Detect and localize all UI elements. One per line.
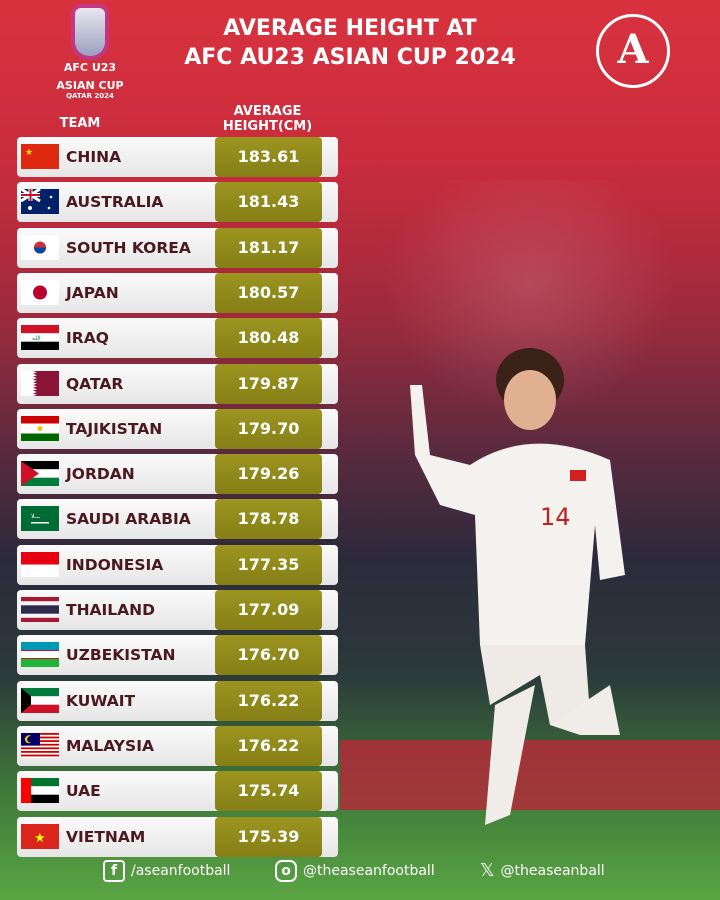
team-name: SOUTH KOREA [66,238,191,257]
average-height-value: 177.09 [215,590,322,630]
svg-text:الله: الله [32,335,41,342]
table-row: SOUTH KOREA 181.17 [17,227,338,268]
average-height-value: 175.74 [215,771,322,812]
average-height-value: 178.78 [215,499,322,540]
average-height-value: 176.22 [215,680,322,721]
average-height-value: 180.48 [215,318,322,359]
team-name: MALAYSIA [66,736,154,755]
table-row: KUWAIT 176.22 [17,680,338,721]
flag-kw-icon [21,687,59,713]
table-row: ـــلا SAUDI ARABIA 178.78 [17,499,338,540]
team-name: THAILAND [66,601,156,619]
table-row: الله IRAQ 180.48 [17,318,338,359]
table-row: THAILAND 177.09 [17,590,338,630]
team-name: JAPAN [66,283,119,302]
flag-cn-icon: ★ [21,144,59,169]
flag-id-icon [21,551,59,577]
facebook-link[interactable]: f /aseanfootball [103,860,230,882]
table-row: JORDAN 179.26 [17,454,338,495]
team-name: CHINA [66,148,122,166]
team-name: UZBEKISTAN [66,646,176,665]
team-name: QATAR [66,374,124,393]
table-row: AUSTRALIA 181.43 [17,182,338,223]
average-height-value: 176.22 [215,725,322,766]
table-row: ★ CHINA 183.61 [17,137,338,177]
flag-ae-icon [21,778,59,804]
table-row: TAJIKISTAN 179.70 [17,408,338,449]
height-header: AVERAGE HEIGHT(CM) [222,104,313,134]
team-name: AUSTRALIA [66,193,164,212]
svg-text:★: ★ [34,831,46,846]
flag-au-icon [21,189,59,215]
x-link[interactable]: 𝕏 @theaseanball [480,860,605,881]
team-name: IRAQ [66,329,109,348]
flag-qa-icon [21,370,59,396]
flag-iq-icon: الله [21,325,59,351]
x-icon: 𝕏 [480,860,495,881]
flag-tj-icon [21,415,59,441]
team-header: TEAM [59,116,101,131]
svg-text:★: ★ [25,148,33,158]
shirt-number: 14 [540,503,571,531]
table-row: ★ VIETNAM 175.39 [17,816,338,857]
table-row: INDONESIA 177.35 [17,544,338,585]
average-height-value: 177.35 [215,544,322,585]
player-image: 14 [410,348,625,825]
average-height-value: 180.57 [215,272,322,313]
average-height-value: 179.70 [215,408,322,449]
team-name: UAE [66,782,101,801]
team-name: TAJIKISTAN [66,419,163,438]
average-height-value: 181.17 [215,227,322,268]
average-height-value: 181.43 [215,182,322,223]
afc-u23-logo: AFC U23 ASIAN CUP QATAR 2024 [55,8,125,101]
team-name: INDONESIA [66,555,164,574]
asean-football-badge: A [596,14,670,88]
average-height-value: 183.61 [215,137,322,177]
page-title: AVERAGE HEIGHT AT AFC AU23 ASIAN CUP 202… [184,16,516,70]
team-name: KUWAIT [66,691,136,710]
flag-vn-icon: ★ [21,823,59,849]
instagram-icon: o [275,860,297,882]
team-name: JORDAN [66,465,135,484]
team-name: VIETNAM [66,827,146,846]
flag-jo-icon [21,461,59,487]
flag-th-icon [21,597,59,622]
background-banner [340,740,720,810]
average-height-value: 179.26 [215,454,322,495]
flag-my-icon [21,732,59,758]
instagram-link[interactable]: o @theaseanfootball [275,860,435,882]
facebook-icon: f [103,860,125,882]
average-height-value: 176.70 [215,635,322,676]
table-row: QATAR 179.87 [17,363,338,404]
svg-text:ـــلا: ـــلا [31,513,40,520]
table-row: UAE 175.74 [17,771,338,812]
table-row: JAPAN 180.57 [17,272,338,313]
table-row: UZBEKISTAN 176.70 [17,635,338,676]
average-height-value: 179.87 [215,363,322,404]
flag-kr-icon [21,234,59,260]
average-height-value: 175.39 [215,816,322,857]
flag-jp-icon [21,279,59,305]
trophy-icon [75,8,105,56]
table-row: MALAYSIA 176.22 [17,725,338,766]
flag-sa-icon: ـــلا [21,506,59,532]
team-name: SAUDI ARABIA [66,510,191,529]
flag-uz-icon [21,642,59,668]
